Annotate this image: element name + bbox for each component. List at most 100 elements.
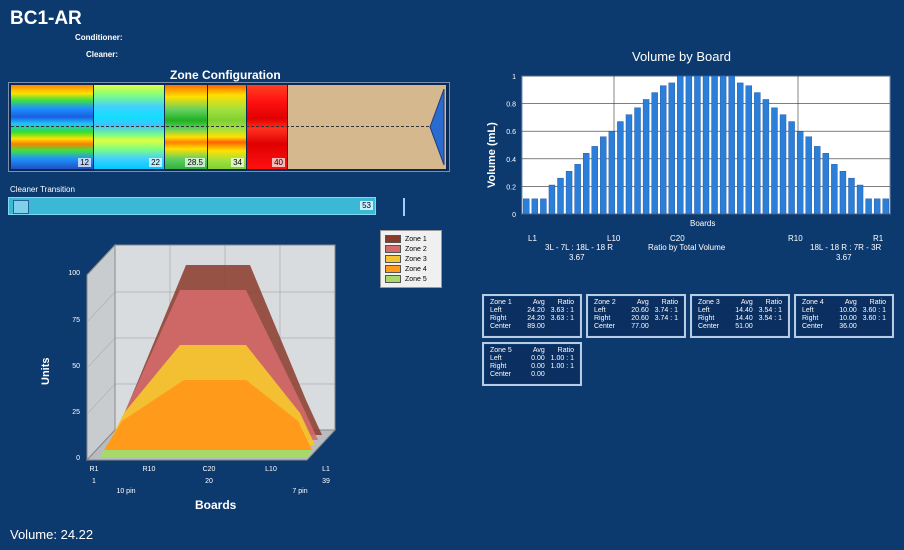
summary-row-avg: 77.00	[631, 323, 649, 330]
zone-summary-box: Zone 4 Avg Ratio Left 10.00 3.60 : 1 Right 10.0…	[794, 294, 894, 338]
summary-avg-header: Avg	[532, 347, 545, 354]
summary-zone: Zone 5	[490, 347, 512, 354]
summary-zone: Zone 3	[698, 299, 720, 306]
xtick: L10	[265, 466, 277, 473]
zone-summary-box: Zone 3 Avg Ratio Left 14.40 3.54 : 1 Right 14.4…	[690, 294, 790, 338]
summary-row-label: Center	[802, 323, 824, 330]
zone-cell-4[interactable]: 34	[208, 85, 246, 169]
summary-row-avg: 0.00	[531, 371, 545, 378]
ytick: 100	[68, 270, 80, 277]
summary-row-ratio: 1.00 : 1	[550, 363, 574, 370]
summary-row-label: Left	[594, 307, 606, 314]
volume-bar-chart: 0 0.2 0.4 0.6 0.8 1	[506, 74, 891, 219]
summary-row-avg: 10.00	[839, 315, 857, 322]
summary-ratio-header: Ratio	[869, 299, 886, 306]
ytick: 50	[72, 363, 80, 370]
volume-bar	[617, 121, 624, 215]
summary-row-ratio: 3.74 : 1	[654, 315, 678, 322]
summary-avg-header: Avg	[532, 299, 545, 306]
summary-row-avg: 14.40	[735, 315, 753, 322]
summary-row-avg: 0.00	[531, 363, 545, 370]
zone-summary-box: Zone 2 Avg Ratio Left 20.60 3.74 : 1 Right 20.6…	[586, 294, 686, 338]
summary-row-label: Right	[490, 363, 507, 370]
volume-xlabel: Boards	[690, 219, 716, 228]
volume-bar	[625, 114, 633, 215]
summary-row-label: Left	[802, 307, 814, 314]
zone-cell-2[interactable]: 22	[94, 85, 164, 169]
summary-row-label: Right	[594, 315, 611, 322]
ratio-left: 3L - 7L : 18L - 18 R	[545, 243, 614, 252]
zone-cell-empty[interactable]	[288, 85, 428, 169]
summary-row-label: Center	[490, 371, 512, 378]
summary-row-ratio: 3.60 : 1	[862, 315, 886, 322]
cleaner-transition-value: 53	[360, 201, 373, 210]
zone5-area	[100, 450, 312, 457]
summary-row-ratio	[857, 323, 886, 331]
summary-row-ratio: 3.54 : 1	[758, 315, 782, 322]
xtick-R1: R1	[873, 234, 884, 243]
slider-thumb[interactable]	[13, 200, 29, 214]
volume-bar	[600, 136, 607, 215]
volume-bar	[737, 82, 744, 215]
volume-bar	[531, 198, 539, 215]
zone-cell-1[interactable]: 12	[11, 85, 93, 169]
volume-bar	[685, 75, 693, 215]
summary-row-label: Left	[490, 307, 502, 314]
zone-end-label: 22	[149, 158, 162, 167]
ytick-label: 0	[512, 212, 516, 219]
volume-bar	[796, 131, 804, 215]
xtick-L10: L10	[607, 234, 621, 243]
summary-row-label: Center	[594, 323, 616, 330]
summary-row-avg: 20.60	[631, 315, 649, 322]
zone-end-label: 28.5	[185, 158, 205, 167]
ratio-center: Ratio by Total Volume	[648, 243, 726, 252]
summary-zone: Zone 2	[594, 299, 616, 306]
summary-row-ratio	[545, 371, 574, 379]
volume-bar	[677, 75, 684, 215]
legend-item: Zone 4	[405, 265, 427, 273]
volume-bar	[788, 121, 795, 215]
volume-bar	[591, 146, 598, 215]
xnum: 20	[205, 478, 213, 485]
volume-bar	[839, 171, 847, 215]
ytick-label: 0.2	[506, 184, 516, 191]
cleaner-transition-slider[interactable]: 53	[8, 197, 376, 215]
zone-end-label: 40	[272, 158, 285, 167]
summary-row-avg: 0.00	[531, 355, 545, 362]
summary-row-label: Center	[698, 323, 720, 330]
zone-cell-3[interactable]: 28.5	[165, 85, 207, 169]
volume-bar	[557, 177, 564, 215]
volume-bar	[574, 164, 581, 215]
cleaner-transition-marker[interactable]	[403, 198, 405, 216]
volume-bar	[548, 184, 556, 215]
ytick-label: 0.4	[506, 157, 516, 164]
zone-cell-5[interactable]: 40	[247, 85, 287, 169]
volume-bar	[651, 92, 658, 215]
summary-row-ratio: 3.74 : 1	[654, 307, 678, 314]
volume-bar	[865, 198, 872, 215]
volume-chart-title: Volume by Board	[632, 49, 732, 64]
summary-row-ratio: 3.63 : 1	[550, 307, 574, 314]
zone-config-strip[interactable]: 12 22 28.5 34 40	[8, 82, 450, 172]
summary-row-avg: 89.00	[527, 323, 545, 330]
ratio-right-value: 3.67	[836, 253, 852, 262]
volume-bar	[848, 177, 855, 215]
units-axis-label: Units	[40, 357, 52, 386]
volume-bar	[771, 107, 778, 215]
ytick: 0	[76, 455, 80, 462]
volume-bar	[694, 75, 701, 215]
volume-ylabel: Volume (mL)	[486, 122, 498, 188]
zone-end-handle[interactable]	[428, 85, 446, 169]
zone-midline	[11, 126, 429, 127]
summary-row-ratio: 3.63 : 1	[550, 315, 574, 322]
pin-right: 7 pin	[292, 488, 307, 495]
summary-avg-header: Avg	[844, 299, 857, 306]
cleaner-label: Cleaner:	[86, 50, 119, 59]
ratio-left-value: 3.67	[569, 253, 585, 262]
summary-row-ratio: 1.00 : 1	[550, 355, 574, 362]
volume-bar	[642, 99, 650, 215]
volume-bar	[608, 131, 616, 215]
volume-bar	[779, 114, 787, 215]
ytick: 25	[72, 409, 80, 416]
summary-row-avg: 24.20	[527, 307, 545, 314]
